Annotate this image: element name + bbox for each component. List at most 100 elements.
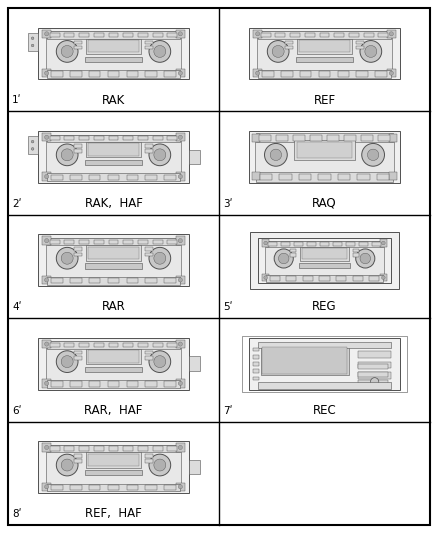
Bar — [42, 69, 51, 77]
Bar — [79, 343, 89, 348]
Bar — [127, 382, 138, 387]
Text: REF: REF — [314, 93, 336, 107]
Bar — [253, 355, 259, 359]
Text: 8ʹ: 8ʹ — [12, 509, 21, 519]
Bar — [176, 340, 184, 348]
Bar — [167, 343, 177, 348]
Bar — [377, 174, 389, 180]
Circle shape — [61, 149, 73, 161]
Bar — [50, 343, 60, 348]
Bar — [359, 242, 367, 246]
Bar — [164, 175, 176, 180]
Bar — [299, 263, 350, 268]
Bar — [279, 174, 292, 180]
Bar — [47, 135, 180, 142]
Bar — [108, 485, 119, 490]
Bar — [290, 249, 297, 252]
Bar — [253, 369, 259, 373]
Bar — [176, 69, 184, 77]
Bar — [47, 342, 180, 349]
Bar — [64, 33, 74, 37]
Bar — [70, 71, 81, 77]
Circle shape — [45, 278, 49, 282]
Circle shape — [31, 37, 34, 39]
Bar — [369, 276, 379, 281]
Circle shape — [255, 32, 260, 36]
Bar — [285, 41, 293, 44]
Circle shape — [61, 459, 73, 471]
Bar — [286, 276, 297, 281]
Bar — [258, 238, 391, 283]
Bar — [145, 454, 153, 458]
Bar — [108, 278, 119, 284]
Bar — [296, 56, 353, 62]
Bar — [74, 144, 81, 148]
Bar — [50, 136, 60, 141]
Circle shape — [270, 149, 282, 160]
Circle shape — [154, 149, 166, 161]
Circle shape — [149, 144, 171, 166]
Bar — [123, 239, 133, 244]
Bar — [38, 28, 190, 79]
Bar — [253, 362, 259, 366]
Text: RAR,  HAF: RAR, HAF — [84, 403, 143, 417]
Bar — [138, 239, 148, 244]
Bar — [152, 446, 162, 451]
Bar — [64, 446, 74, 451]
Bar — [253, 348, 259, 351]
Bar — [307, 242, 316, 246]
Bar — [85, 367, 142, 372]
Bar — [349, 33, 359, 37]
Bar — [64, 136, 74, 141]
Bar — [361, 135, 373, 141]
Circle shape — [264, 276, 268, 279]
Bar — [51, 71, 63, 77]
Bar — [387, 69, 396, 77]
Bar — [262, 239, 269, 247]
Bar — [88, 247, 139, 259]
Bar — [38, 235, 190, 286]
Bar — [164, 485, 176, 490]
Bar — [290, 33, 300, 37]
Bar — [319, 71, 330, 77]
Bar — [79, 446, 89, 451]
Bar — [258, 70, 391, 78]
Bar — [152, 239, 162, 244]
Bar — [302, 248, 346, 260]
Circle shape — [279, 253, 289, 264]
Bar — [268, 242, 277, 246]
Bar — [285, 46, 293, 50]
Bar — [176, 237, 184, 245]
Circle shape — [178, 381, 183, 385]
Bar — [145, 356, 153, 360]
Bar — [88, 454, 139, 466]
Bar — [88, 40, 139, 52]
Circle shape — [389, 71, 393, 75]
Bar — [145, 41, 153, 44]
Bar — [70, 175, 81, 180]
Bar — [88, 143, 139, 156]
Bar — [262, 274, 269, 281]
Text: RAK: RAK — [102, 93, 125, 107]
Bar — [47, 70, 180, 78]
Bar — [300, 71, 311, 77]
Bar — [358, 361, 391, 368]
Bar — [387, 30, 396, 38]
Circle shape — [45, 32, 49, 36]
Circle shape — [274, 249, 293, 268]
Bar — [254, 69, 262, 77]
Text: RAK,  HAF: RAK, HAF — [85, 197, 142, 210]
Bar — [346, 242, 355, 246]
Bar — [42, 379, 51, 387]
Bar — [64, 239, 74, 244]
Circle shape — [178, 278, 183, 282]
Bar — [357, 71, 368, 77]
Bar — [319, 276, 329, 281]
Bar — [250, 232, 399, 289]
Bar — [70, 278, 81, 284]
Bar — [46, 445, 181, 489]
Bar — [47, 173, 180, 181]
Bar — [42, 172, 51, 181]
Bar — [47, 238, 180, 245]
Circle shape — [267, 41, 289, 62]
